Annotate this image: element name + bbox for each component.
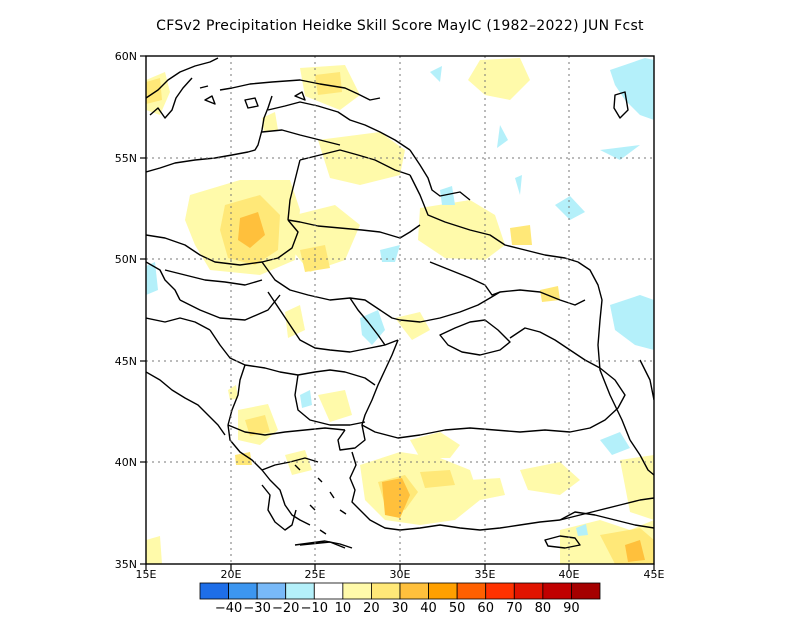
lat-tick-label: 55N (115, 152, 137, 165)
colorbar-label: 80 (535, 601, 552, 616)
lon-tick-label: 35E (475, 568, 496, 581)
skill-shading (146, 58, 654, 564)
peloponnese-coast (261, 484, 297, 531)
colorbar-swatch (485, 582, 515, 600)
czech-border (146, 261, 181, 301)
gridlines (146, 56, 654, 564)
russia-south-border (577, 261, 631, 441)
colorbar-label: −30 (243, 601, 270, 616)
finland-lakes (199, 85, 306, 109)
belarus-ukraine-border (287, 219, 421, 239)
lat-tick-label: 60N (115, 50, 137, 63)
russia-west-border (409, 149, 471, 201)
colorbar-swatch (199, 582, 229, 600)
lon-tick-labels: 15E 20E 25E 30E 35E 40E 45E (136, 568, 665, 581)
tick-marks (140, 55, 655, 570)
romania-border (267, 291, 399, 353)
moldova-border (349, 297, 386, 346)
greece-border (227, 424, 346, 436)
colorbar-swatch (542, 582, 572, 600)
colorbar-swatch (571, 582, 601, 600)
austria-border (146, 317, 211, 331)
aegean-islands (294, 464, 347, 549)
bulgaria-border (294, 374, 366, 426)
colorbar-swatch (285, 582, 315, 600)
colorbar-label: 90 (563, 601, 580, 616)
black-sea-coast (361, 327, 626, 439)
colorbar-swatch (513, 582, 544, 600)
lat-tick-label: 35N (115, 558, 137, 571)
turkey-south-coast (399, 497, 654, 531)
colorbar-swatch (428, 582, 458, 600)
colorbar-swatch (342, 582, 372, 600)
lon-tick-label: 40E (559, 568, 580, 581)
poland-border (146, 219, 299, 266)
turkey-aegean-coast (349, 451, 401, 531)
lon-tick-label: 45E (644, 568, 665, 581)
colorbar-label: 60 (477, 601, 494, 616)
lat-tick-label: 40N (115, 456, 137, 469)
gulf-of-finland-coast (219, 79, 381, 101)
ukraine-south-border (261, 261, 501, 323)
caspian-coast (639, 359, 654, 401)
slovakia-border (164, 269, 263, 286)
lon-tick-label: 30E (390, 568, 411, 581)
crimea-coast (439, 319, 511, 356)
russia-lakes (613, 91, 629, 119)
adriatic-coast (146, 371, 226, 436)
hungary-border (179, 294, 281, 321)
colorbar-swatch (228, 582, 258, 600)
baltic-east-coast (146, 95, 273, 173)
colorbar-label: −10 (301, 601, 328, 616)
colorbar-swatch (456, 582, 487, 600)
colorbar-swatch (399, 582, 429, 600)
lon-tick-label: 15E (136, 568, 157, 581)
colorbar-label: 40 (420, 601, 437, 616)
chart-title: CFSv2 Precipitation Heidke Skill Score M… (156, 18, 644, 34)
lon-tick-label: 20E (221, 568, 242, 581)
colorbar-label: 30 (392, 601, 409, 616)
azov-coast (429, 261, 586, 306)
colorbar-label: −40 (215, 601, 242, 616)
colorbar-swatch (256, 582, 287, 600)
belarus-border-west (287, 159, 301, 221)
balkan-border-1 (209, 329, 376, 386)
colorbar: −40 −30 −20 −10 10 20 30 40 50 60 70 80 90 (199, 582, 601, 616)
colorbar-label: 10 (335, 601, 352, 616)
scandinavian-coast (146, 57, 219, 119)
balkan-border-2 (227, 364, 246, 426)
colorbar-label: −20 (272, 601, 299, 616)
lat-tick-label: 50N (115, 253, 137, 266)
colorbar-label: 20 (363, 601, 380, 616)
estonia-latvia-border (267, 101, 411, 151)
cyprus-coast (544, 535, 581, 549)
latvia-lithuania-border (261, 129, 341, 146)
ukraine-north-east-border (409, 174, 579, 263)
colorbar-label: 50 (449, 601, 466, 616)
crete-coast (294, 540, 353, 549)
coastlines-and-borders (146, 57, 654, 549)
colorbar-swatch (313, 582, 344, 600)
bosporus-coast (337, 424, 366, 451)
lon-tick-label: 25E (305, 568, 326, 581)
syria-border (559, 511, 654, 529)
colorbar-label: 70 (506, 601, 523, 616)
belarus-border-north (299, 149, 411, 176)
colorbar-swatch (371, 582, 401, 600)
lat-tick-label: 45N (115, 355, 137, 368)
lat-tick-labels: 35N 40N 45N 50N 55N 60N (115, 50, 137, 571)
